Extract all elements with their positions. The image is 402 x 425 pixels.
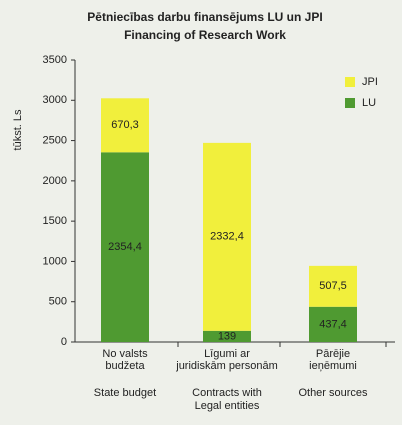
value-label: 2332,4: [210, 231, 244, 243]
x-tick-label-en: Other sources: [298, 387, 368, 399]
y-tick-label: 0: [61, 336, 67, 348]
bar-segment: [203, 330, 251, 342]
y-tick-label: 3500: [43, 54, 67, 66]
x-tick-label: Pārējie: [316, 348, 350, 360]
y-tick-label: 500: [49, 296, 67, 308]
bar-segment: [101, 152, 149, 342]
bar-segment: [203, 142, 251, 331]
x-tick-label: Līgumi ar: [204, 348, 250, 360]
value-label: 139: [218, 330, 236, 342]
y-tick-label: 1500: [43, 215, 67, 227]
x-tick-label: No valsts: [102, 348, 148, 360]
value-label: 437,4: [319, 318, 347, 330]
x-tick-label-en: Legal entities: [195, 400, 260, 412]
x-tick-label: juridiskām personām: [175, 360, 277, 372]
bar-segment: [101, 98, 149, 153]
value-label: 507,5: [319, 280, 347, 292]
x-tick-label: ieņēmumi: [309, 360, 357, 372]
x-tick-label-en: Contracts with: [192, 387, 262, 399]
y-tick-label: 2000: [43, 175, 67, 187]
value-label: 670,3: [111, 119, 139, 131]
bar-segment: [309, 265, 357, 307]
legend-swatch: [345, 77, 355, 87]
x-tick-label: budžeta: [105, 360, 145, 372]
y-tick-label: 1000: [43, 255, 67, 267]
chart-subtitle: Financing of Research Work: [124, 28, 286, 42]
chart-title: Pētniecības darbu finansējums LU un JPI: [87, 10, 322, 24]
bar-segment: [309, 306, 357, 342]
legend-label: LU: [362, 97, 376, 109]
y-tick-label: 2500: [43, 134, 67, 146]
y-tick-label: 3000: [43, 94, 67, 106]
value-label: 2354,4: [108, 241, 142, 253]
legend-label: JPI: [362, 76, 378, 88]
y-axis-label: tūkst. Ls: [12, 109, 24, 150]
legend-swatch: [345, 98, 355, 108]
x-tick-label-en: State budget: [94, 387, 156, 399]
